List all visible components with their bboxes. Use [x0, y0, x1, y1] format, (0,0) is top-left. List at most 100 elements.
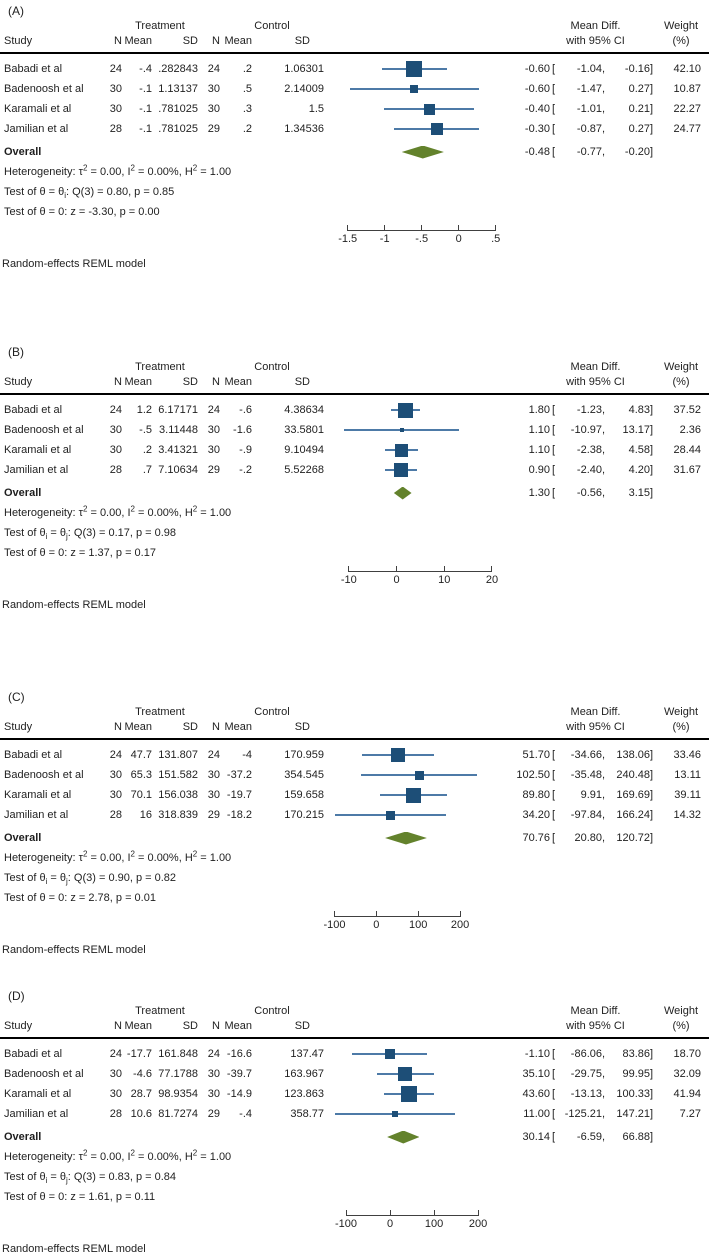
ci-plot-cell	[324, 59, 512, 79]
x-axis-tick-label: 20	[485, 574, 499, 586]
comma: ,	[602, 1048, 606, 1060]
panel-label: (C)	[8, 690, 25, 704]
x-axis-tick	[375, 911, 377, 917]
control-mean: .2	[242, 123, 252, 135]
study-name: Karamali et al	[4, 1088, 72, 1100]
mean-diff-estimate: 1.10	[528, 424, 550, 436]
header-n-treatment: N	[114, 1020, 122, 1032]
ci-upper: 4.20	[628, 464, 650, 476]
overall-plot-cell	[324, 1127, 512, 1147]
close-bracket: ]	[650, 464, 654, 476]
comma: ,	[602, 444, 606, 456]
control-sd: 1.06301	[284, 63, 324, 75]
treatment-n: 30	[109, 1068, 122, 1080]
x-axis: -100 0 100 200	[323, 910, 512, 936]
overall-ci-lower: -0.56	[576, 487, 602, 499]
superscript: 2	[82, 1148, 88, 1158]
control-n: 30	[207, 83, 220, 95]
close-bracket: ]	[650, 1088, 654, 1100]
stat-text: Heterogeneity: τ	[4, 852, 83, 864]
heterogeneity-line: Heterogeneity: τ2 = 0.00, I2 = 0.00%, H2…	[0, 848, 709, 868]
treatment-mean: -17.7	[126, 1048, 152, 1060]
study-name: Badenoosh et al	[4, 769, 84, 781]
treatment-mean: -.1	[139, 83, 152, 95]
comma: ,	[602, 1068, 606, 1080]
x-axis-line	[346, 1215, 479, 1216]
x-axis: -10 0 10 20	[324, 565, 512, 591]
control-mean: -1.6	[233, 424, 252, 436]
column-header-row: Study N Mean SD N Mean SD with 95% CI (%)	[0, 720, 709, 735]
header-study: Study	[4, 376, 33, 388]
control-mean: -4	[242, 749, 252, 761]
effect-marker	[393, 463, 408, 477]
x-axis-line	[334, 916, 461, 917]
x-axis-tick-label: 200	[468, 1218, 488, 1230]
open-bracket: [	[552, 769, 556, 781]
ci-plot-cell	[324, 1044, 512, 1064]
header-weight-pct: (%)	[672, 721, 690, 733]
header-weight: Weight	[663, 20, 699, 32]
header-mean-diff: Mean Diff.	[570, 706, 621, 718]
subscript: j	[66, 1176, 68, 1186]
weight-value: 18.70	[673, 1048, 701, 1060]
ci-plot-cell	[324, 785, 512, 805]
open-bracket: [	[552, 444, 556, 456]
control-n: 24	[207, 1048, 220, 1060]
model-footnote: Random-effects REML model	[2, 944, 146, 956]
overall-ci-lower: -0.77	[576, 146, 602, 158]
effect-marker	[390, 748, 405, 762]
treatment-mean: 47.7	[130, 749, 152, 761]
x-axis-tick-label: 10	[438, 574, 451, 586]
ci-plot-cell	[324, 440, 512, 460]
x-axis-tick-label: 100	[409, 919, 428, 931]
stat-text: Test of θ	[4, 527, 46, 539]
weight-value: 37.52	[673, 404, 701, 416]
treatment-sd: 3.41321	[158, 444, 198, 456]
study-name: Jamilian et al	[4, 1108, 69, 1120]
effect-marker	[406, 61, 423, 77]
ci-lower: -1.47	[576, 83, 602, 95]
comma: ,	[602, 487, 606, 499]
treatment-sd: 161.848	[158, 1048, 198, 1060]
study-row: Babadi et al 24 47.7 131.807 24 -4 170.959 51.7…	[0, 745, 709, 765]
overall-diamond	[401, 145, 444, 159]
effect-marker	[391, 1111, 398, 1117]
open-bracket: [	[552, 1088, 556, 1100]
x-axis-tick-label: 200	[450, 919, 470, 931]
header-ci: with 95% CI	[566, 1020, 625, 1032]
header-sd-control: SD	[294, 35, 310, 47]
comma: ,	[602, 146, 606, 158]
x-axis-tick-label: -.5	[415, 233, 429, 245]
treatment-n: 28	[109, 1108, 122, 1120]
study-name: Jamilian et al	[4, 123, 69, 135]
close-bracket: ]	[650, 789, 654, 801]
effect-marker	[423, 103, 435, 115]
x-axis-tick-label: -100	[323, 919, 346, 931]
header-treatment: Treatment	[135, 1005, 185, 1017]
effect-marker	[398, 1067, 413, 1081]
superscript: 2	[192, 849, 198, 859]
comma: ,	[602, 809, 606, 821]
subscript: i	[64, 191, 67, 201]
ci-lower: -1.23	[576, 404, 602, 416]
weight-value: 10.87	[673, 83, 701, 95]
header-mean-control: Mean	[224, 35, 252, 47]
ci-upper: 138.06	[616, 749, 650, 761]
stat-text: = 0.00%, H	[134, 166, 193, 178]
subscript: i	[45, 877, 48, 887]
control-mean: -16.6	[226, 1048, 252, 1060]
open-bracket: [	[552, 789, 556, 801]
header-sd-treatment: SD	[182, 376, 198, 388]
header-weight: Weight	[663, 361, 699, 373]
superscript: 2	[192, 504, 198, 514]
column-header-row: Study N Mean SD N Mean SD with 95% CI (%)	[0, 1019, 709, 1034]
panel-label: (B)	[8, 345, 24, 359]
header-treatment: Treatment	[135, 361, 185, 373]
header-control: Control	[254, 1005, 290, 1017]
stat-text: = θ	[47, 1171, 67, 1183]
z-test-line: Test of θ = 0: z = 1.37, p = 0.17	[0, 543, 709, 563]
stat-text: Test of θ	[4, 872, 46, 884]
treatment-mean: 10.6	[130, 1108, 152, 1120]
weight-value: 33.46	[673, 749, 701, 761]
x-axis-tick-label: 0	[455, 233, 462, 245]
